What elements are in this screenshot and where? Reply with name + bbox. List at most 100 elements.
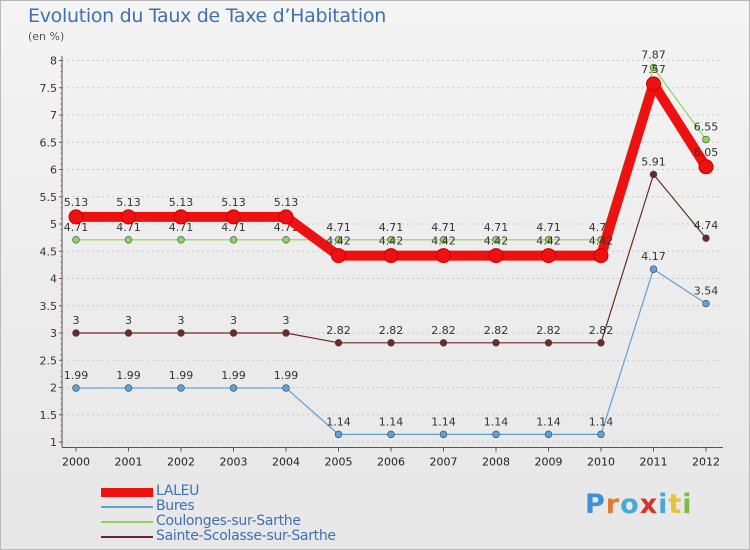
data-label: 1.14 — [431, 415, 456, 428]
legend-label: Coulonges-sur-Sarthe — [156, 513, 301, 529]
data-point — [229, 384, 238, 392]
data-label: 4.71 — [326, 221, 351, 234]
data-point — [544, 236, 553, 244]
logo-letter: t — [668, 489, 683, 520]
data-label: 1.99 — [169, 369, 194, 382]
data-label: 1.14 — [326, 415, 351, 428]
data-point — [544, 430, 553, 439]
data-point — [439, 339, 448, 347]
data-point — [387, 339, 395, 347]
data-label: 5.13 — [64, 196, 89, 209]
y-tick-label: 3 — [50, 327, 57, 340]
data-point — [387, 430, 395, 439]
legend-swatch — [101, 536, 153, 538]
y-tick-label: 3.5 — [40, 300, 58, 313]
y-tick-label: 1.5 — [40, 409, 58, 422]
data-point — [597, 339, 605, 347]
x-tick-label: 2003 — [220, 455, 248, 468]
y-tick-label: 1 — [50, 436, 57, 449]
data-label: 5.13 — [116, 196, 141, 209]
data-point — [702, 299, 710, 308]
x-tick-label: 2002 — [167, 455, 195, 468]
y-tick-label: 8 — [50, 55, 57, 68]
data-point — [541, 248, 556, 264]
data-label: 1.14 — [536, 415, 561, 428]
data-point — [229, 329, 238, 337]
data-label: 3 — [283, 314, 290, 327]
x-tick-label: 2004 — [272, 455, 300, 468]
data-point — [282, 236, 290, 244]
data-label: 4.71 — [379, 221, 404, 234]
data-point — [226, 209, 241, 225]
data-point — [593, 248, 609, 264]
data-point — [173, 209, 189, 225]
data-point — [488, 248, 504, 264]
logo-letter: o — [620, 489, 640, 520]
data-point — [492, 339, 500, 347]
data-label: 7.57 — [641, 63, 666, 76]
logo-letter: i — [682, 489, 693, 520]
chart-title: Evolution du Taux de Taxe d’Habitation — [28, 5, 386, 27]
data-point — [177, 236, 185, 244]
data-point — [439, 236, 448, 244]
legend-label: Bures — [156, 498, 195, 514]
y-tick-label: 6.5 — [40, 136, 58, 149]
data-label: 4.42 — [484, 235, 509, 248]
data-label: 2.82 — [484, 324, 509, 337]
data-point — [278, 209, 294, 225]
logo-letter: x — [639, 489, 659, 520]
data-point — [383, 248, 399, 264]
data-point — [331, 248, 346, 264]
data-point — [72, 236, 80, 244]
y-tick-label: 7 — [50, 109, 57, 122]
data-label: 4.71 — [221, 221, 246, 234]
data-label: 2.82 — [431, 324, 456, 337]
data-label: 3 — [73, 314, 80, 327]
data-point — [597, 430, 605, 439]
data-label: 2.82 — [326, 324, 351, 337]
data-label: 4.71 — [64, 221, 89, 234]
data-point — [387, 236, 395, 244]
y-tick-label: 4 — [50, 273, 57, 286]
y-tick-label: 4.5 — [40, 245, 58, 258]
data-label: 5.13 — [274, 196, 299, 209]
legend-swatch — [101, 506, 153, 508]
data-label: 5.13 — [221, 196, 246, 209]
data-point — [334, 236, 343, 244]
data-point — [439, 430, 448, 439]
chart-unit-label: (en %) — [28, 30, 65, 43]
legend-item: Coulonges-sur-Sarthe — [101, 513, 401, 530]
data-point — [702, 234, 710, 242]
data-point — [68, 209, 84, 225]
data-point — [698, 159, 714, 175]
data-point — [282, 384, 290, 392]
data-point — [702, 135, 710, 144]
data-point — [436, 248, 451, 264]
legend-label: Sainte-Scolasse-sur-Sarthe — [156, 528, 336, 544]
proxiti-logo: Proxiti — [585, 489, 693, 520]
x-tick-label: 2010 — [587, 455, 615, 468]
data-label: 3 — [125, 314, 132, 327]
data-label: 1.99 — [116, 369, 141, 382]
data-point — [649, 63, 658, 72]
data-label: 4.71 — [484, 221, 509, 234]
data-label: 4.71 — [116, 221, 141, 234]
x-tick-label: 2005 — [325, 455, 353, 468]
legend-swatch — [101, 521, 153, 523]
data-point — [334, 339, 343, 347]
x-tick-label: 2007 — [430, 455, 458, 468]
x-tick-label: 2000 — [62, 455, 90, 468]
data-label: 4.42 — [536, 235, 561, 248]
y-tick-label: 6 — [50, 164, 57, 177]
x-tick-label: 2001 — [115, 455, 143, 468]
data-label: 2.82 — [536, 324, 561, 337]
y-tick-label: 5.5 — [40, 191, 58, 204]
data-label: 4.71 — [431, 221, 456, 234]
data-point — [492, 236, 500, 244]
data-point — [177, 329, 185, 337]
data-label: 7.87 — [641, 49, 666, 62]
data-label: 1.99 — [221, 369, 246, 382]
data-point — [177, 384, 185, 392]
